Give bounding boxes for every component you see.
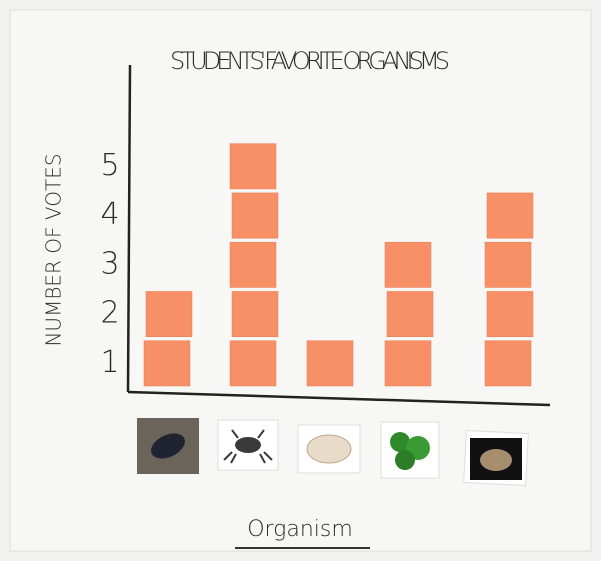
sticky-note [231,291,279,337]
sticky-note [384,241,432,288]
y-axis-label: NUMBER OF VOTES [42,153,66,346]
seaweed [390,432,410,452]
sticky-note [306,340,354,387]
sticky-note [484,340,532,387]
crab-legs [223,429,273,464]
y-tick-label: 2 [100,296,119,331]
bar [384,241,434,387]
sticky-note [145,291,193,337]
sticky-note [229,340,277,387]
y-tick-label: 4 [100,197,119,232]
clam [306,434,352,464]
bar [306,340,354,387]
sticky-note [486,291,534,337]
bar [229,143,279,387]
organism-pictures [137,418,529,487]
chart-title: STUDENTS' FAVORITE ORGANISMS [170,47,450,75]
sticky-note [229,241,277,288]
sticky-note [486,192,534,239]
seaweed [395,450,415,470]
x-axis-label: Organism [247,517,353,542]
snail [480,449,512,471]
y-tick-label: 1 [100,345,119,380]
sticky-note [229,143,277,190]
sticky-note [143,340,191,387]
y-tick-label: 3 [100,246,119,281]
bar [143,291,193,387]
bar [484,192,534,387]
sticky-note [484,241,532,288]
sticky-note [386,291,434,337]
sticky-note [384,340,432,387]
sticky-note [231,192,279,239]
x-axis [127,390,551,407]
y-axis [126,64,132,393]
y-tick-label: 5 [100,148,119,183]
mussel [151,433,185,459]
crab [235,437,261,453]
